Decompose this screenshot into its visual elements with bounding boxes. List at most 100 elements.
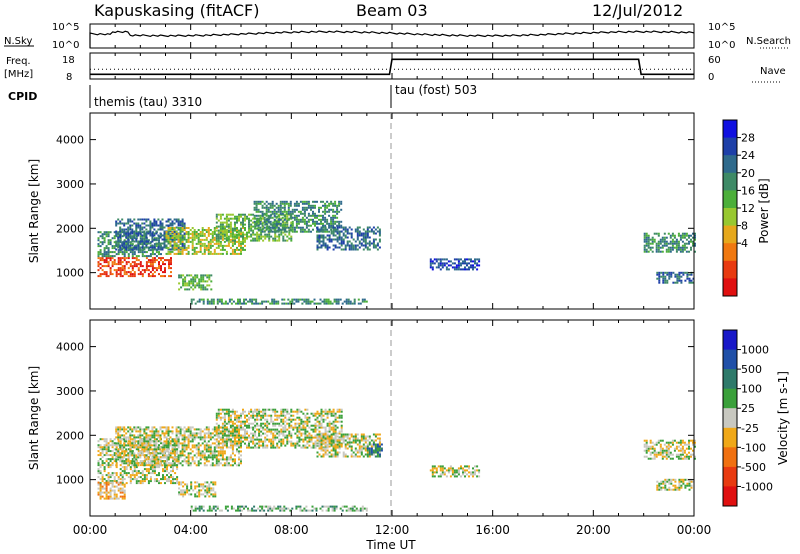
power-cell	[117, 263, 120, 266]
power-cell	[192, 280, 195, 283]
power-cell	[173, 234, 176, 237]
power-cell	[169, 240, 172, 243]
velocity-cell	[186, 489, 189, 492]
power-cell	[151, 275, 154, 278]
power-cell	[141, 222, 144, 225]
velocity-cell	[236, 414, 238, 417]
velocity-cell	[176, 466, 179, 469]
velocity-cell	[221, 446, 224, 449]
velocity-cell	[123, 489, 126, 492]
velocity-cell	[240, 416, 242, 419]
velocity-cell	[123, 466, 126, 469]
power-cell	[663, 238, 666, 241]
power-cell	[244, 237, 246, 240]
power-cell	[285, 226, 288, 229]
power-cell	[330, 240, 333, 243]
velocity-cell	[121, 483, 124, 486]
power-cell	[135, 248, 138, 251]
velocity-cell	[174, 482, 177, 485]
power-cell	[281, 228, 284, 231]
power-cell	[257, 224, 260, 227]
velocity-cell	[121, 474, 124, 477]
velocity-cell	[133, 466, 136, 469]
power-cell	[111, 273, 114, 276]
velocity-cell	[264, 436, 267, 439]
velocity-cell	[284, 444, 287, 447]
power-cell	[645, 250, 648, 253]
velocity-cell	[304, 414, 307, 417]
velocity-cell	[211, 428, 214, 431]
power-cell	[311, 300, 314, 303]
power-cell	[151, 236, 154, 239]
power-cell	[234, 250, 236, 253]
power-cell	[453, 262, 456, 265]
velocity-heatmap	[97, 408, 696, 512]
velocity-cell	[240, 426, 242, 429]
velocity-cell	[121, 446, 124, 449]
power-cell	[256, 233, 259, 236]
power-cell	[250, 233, 253, 236]
velocity-cell	[286, 410, 289, 413]
velocity-cell	[179, 452, 182, 455]
velocity-cell	[288, 424, 291, 427]
power-cell	[374, 228, 377, 231]
velocity-cell	[314, 434, 317, 437]
power-cell	[225, 229, 228, 231]
velocity-cell	[172, 476, 174, 479]
velocity-cell	[175, 436, 178, 439]
power-cell	[307, 224, 310, 227]
velocity-cell	[231, 464, 234, 467]
velocity-cell	[155, 430, 158, 433]
power-cell	[219, 217, 222, 220]
power-cell	[679, 234, 682, 237]
power-cell	[297, 202, 300, 205]
velocity-cell	[203, 428, 206, 431]
power-cell	[678, 277, 681, 280]
power-cell	[297, 214, 300, 217]
power-cell	[271, 216, 274, 219]
power-cell	[175, 226, 178, 229]
velocity-cell	[223, 442, 226, 445]
velocity-cell	[139, 426, 142, 429]
power-cell	[295, 298, 298, 301]
velocity-cell	[183, 446, 186, 449]
power-cell	[647, 234, 650, 237]
power-cell	[281, 216, 284, 219]
power-cell	[129, 236, 132, 239]
power-cell	[97, 239, 100, 242]
power-cell	[213, 233, 216, 235]
velocity-cell	[149, 440, 152, 443]
power-cell	[133, 253, 136, 256]
velocity-cell	[177, 456, 180, 459]
velocity-cell	[185, 462, 188, 465]
power-cell	[429, 264, 432, 267]
power-cell	[190, 300, 193, 303]
velocity-cell	[223, 412, 226, 415]
power-cell	[314, 206, 316, 209]
power-cell	[137, 269, 140, 272]
power-cell	[129, 218, 132, 221]
velocity-cell	[227, 418, 230, 421]
power-cell	[244, 239, 246, 242]
power-cell	[231, 236, 234, 239]
velocity-cell	[165, 464, 168, 467]
power-cell	[252, 233, 255, 236]
power-cell	[119, 269, 122, 272]
power-cell	[316, 216, 318, 219]
velocity-cell	[139, 472, 142, 475]
power-cell	[173, 242, 176, 245]
power-cell	[167, 240, 170, 243]
power-cell	[238, 231, 240, 234]
power-cell	[194, 278, 197, 281]
velocity-cell	[244, 430, 246, 433]
velocity-cell	[99, 483, 102, 486]
power-cell	[223, 221, 226, 224]
power-cell	[269, 216, 272, 219]
power-cell	[115, 230, 118, 233]
velocity-cell	[147, 464, 150, 467]
velocity-cell	[101, 491, 104, 494]
power-cell	[462, 268, 464, 271]
power-cell	[283, 228, 286, 231]
power-cell	[182, 282, 185, 285]
power-cell	[262, 239, 265, 242]
